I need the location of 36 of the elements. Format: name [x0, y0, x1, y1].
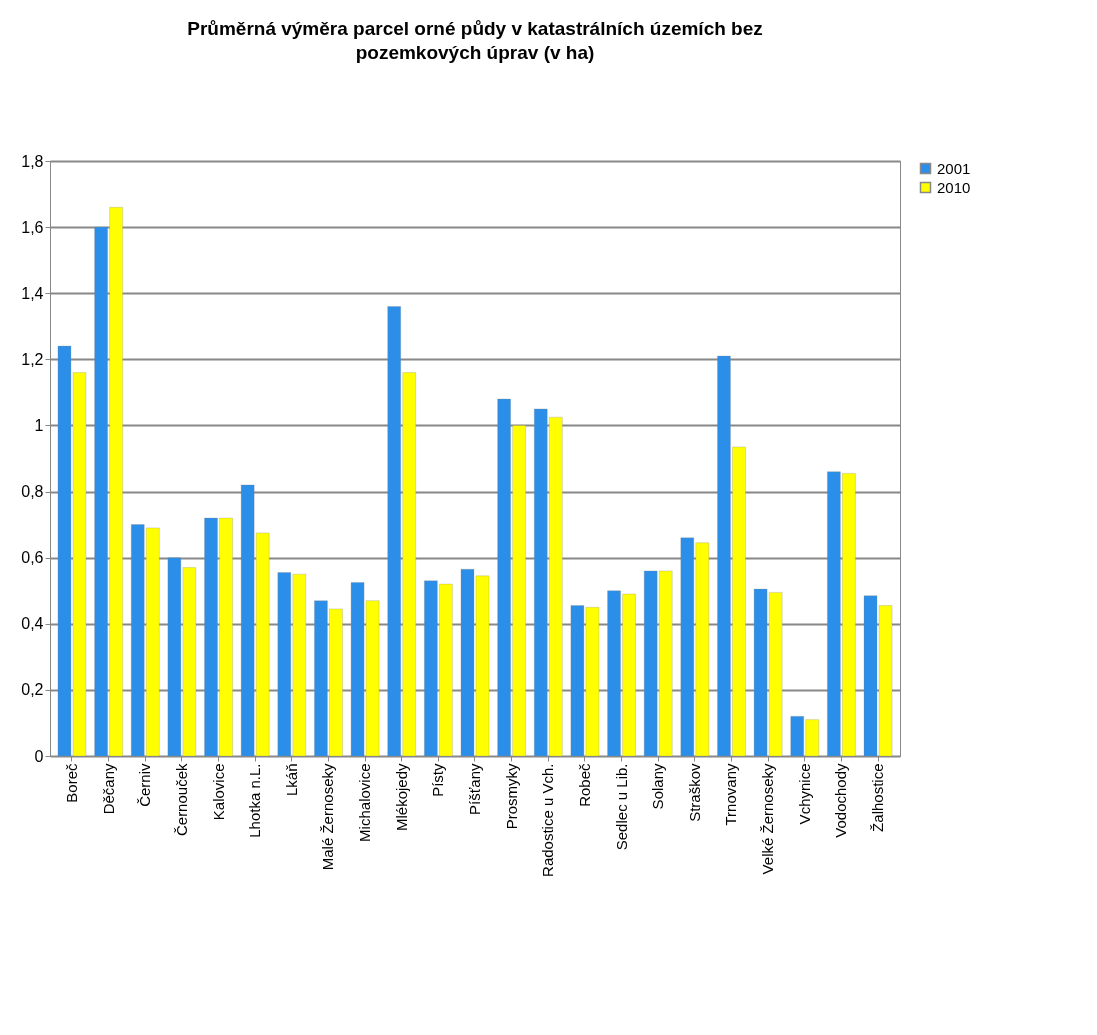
x-tick-label: Prosmyky — [502, 763, 520, 830]
x-tick-label: Sedlec u Lib. — [612, 763, 630, 851]
x-tick-label: Trnovany — [722, 763, 740, 826]
y-tick-label: 0,8 — [21, 483, 44, 501]
y-tick-label: 1,8 — [21, 152, 44, 170]
x-tick-label: Černiv — [136, 763, 154, 807]
x-tick-label: Lkáň — [282, 763, 300, 797]
x-tick-label: Michalovice — [356, 763, 374, 842]
y-tick-label: 0 — [34, 747, 44, 765]
x-tick-label: Malé Žernoseky — [319, 763, 337, 871]
y-tick-label: 1 — [34, 416, 44, 434]
x-tick-label: Radostice u Vch. — [539, 763, 557, 877]
x-tick-label: Straškov — [685, 763, 703, 822]
chart-title: Průměrná výměra parcel orné půdy v katastrálních územích bez pozemkových úprav (v ha) — [187, 18, 763, 63]
legend-label: 2001 — [937, 159, 971, 177]
y-tick-label: 0,2 — [21, 681, 44, 699]
x-tick-label: Černouček — [172, 763, 190, 837]
x-tick-label: Vchynice — [795, 763, 813, 825]
x-tick-label: Solany — [649, 763, 667, 810]
y-tick-label: 0,4 — [21, 615, 44, 633]
x-tick-label: Mlékojedy — [392, 763, 410, 832]
x-tick-label: Boreč — [62, 763, 80, 803]
y-tick-label: 0,6 — [21, 549, 44, 567]
y-tick-label: 1,4 — [21, 284, 44, 302]
x-tick-label: Žalhostice — [869, 763, 887, 832]
y-tick-label: 1,6 — [21, 218, 44, 236]
legend-label: 2010 — [937, 178, 971, 196]
x-tick-label: Písty — [429, 763, 447, 797]
x-tick-label: Velké Žernoseky — [759, 763, 777, 875]
x-tick-label: Lhotka n.L. — [246, 763, 264, 838]
y-tick-label: 1,2 — [21, 350, 44, 368]
x-tick-label: Děčany — [99, 763, 117, 815]
x-tick-label: Vodochody — [832, 763, 850, 838]
x-tick-label: Píšťany — [466, 763, 483, 815]
x-tick-label: Robeč — [575, 763, 593, 807]
x-tick-label: Kalovice — [209, 763, 227, 821]
